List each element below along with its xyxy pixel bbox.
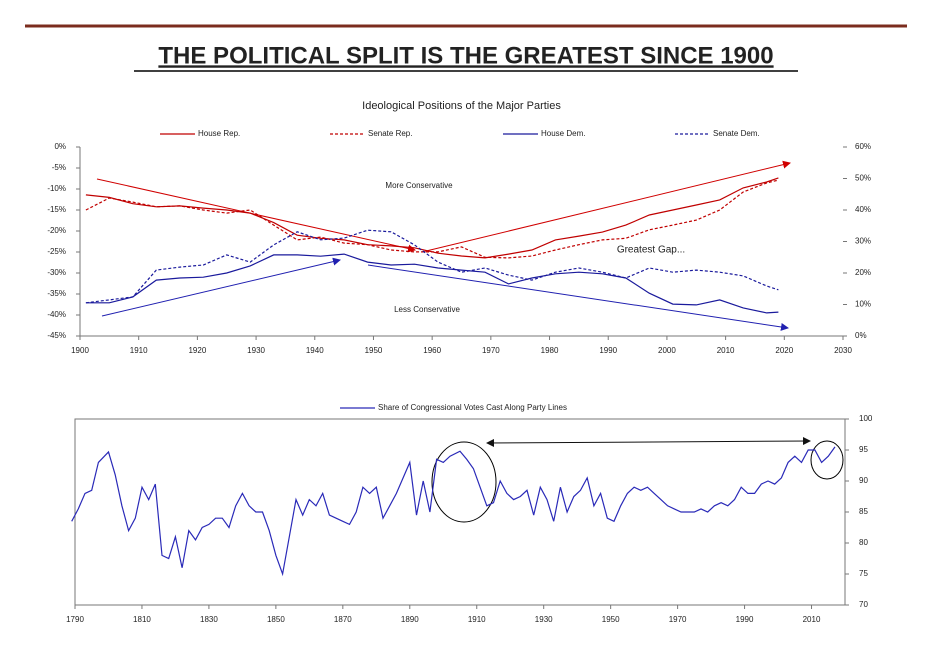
- y-tick-label: -45%: [47, 331, 66, 340]
- trend-arrow: [101, 257, 341, 317]
- legend-label: Senate Dem.: [713, 129, 760, 138]
- x-tick-label: 1930: [247, 346, 265, 355]
- y-tick-label: -25%: [47, 247, 66, 256]
- y-tick-label: 70: [859, 600, 868, 609]
- trend-arrow: [421, 160, 791, 253]
- y-tick-label: 0%: [54, 142, 66, 151]
- y2-tick-label: 40%: [855, 205, 871, 214]
- y-tick-label: 75: [859, 569, 868, 578]
- x-tick-label: 1830: [200, 615, 218, 624]
- x-tick-label: 1970: [482, 346, 500, 355]
- x-tick-label: 2010: [717, 346, 735, 355]
- highlight-circle: [431, 441, 497, 523]
- y2-tick-label: 50%: [855, 174, 871, 183]
- y-tick-label: 90: [859, 476, 868, 485]
- legend-label: House Rep.: [198, 129, 240, 138]
- x-tick-label: 2020: [775, 346, 793, 355]
- series-line: [85, 177, 779, 259]
- y-tick-label: -10%: [47, 184, 66, 193]
- y-tick-label: 85: [859, 507, 868, 516]
- y-tick-label: -5%: [52, 163, 66, 172]
- x-tick-label: 1990: [736, 615, 754, 624]
- y-tick-label: -15%: [47, 205, 66, 214]
- series-line: [71, 446, 836, 577]
- x-tick-label: 1980: [541, 346, 559, 355]
- x-tick-label: 1850: [267, 615, 285, 624]
- highlight-circle: [810, 440, 844, 480]
- y2-tick-label: 10%: [855, 300, 871, 309]
- x-tick-label: 2010: [803, 615, 821, 624]
- trend-arrow: [96, 178, 416, 253]
- page-title: THE POLITICAL SPLIT IS THE GREATEST SINC…: [158, 42, 773, 69]
- trend-arrow: [367, 264, 789, 331]
- x-tick-label: 1960: [423, 346, 441, 355]
- y-tick-label: 95: [859, 445, 868, 454]
- series-line: [85, 179, 779, 259]
- x-tick-label: 1950: [365, 346, 383, 355]
- chart-title: Ideological Positions of the Major Parti…: [362, 100, 561, 112]
- y-tick-label: 100: [859, 414, 873, 423]
- x-tick-label: 1940: [306, 346, 324, 355]
- x-tick-label: 1950: [602, 615, 620, 624]
- y2-tick-label: 30%: [855, 237, 871, 246]
- x-tick-label: 1930: [535, 615, 553, 624]
- y2-tick-label: 20%: [855, 268, 871, 277]
- y-tick-label: 80: [859, 538, 868, 547]
- x-tick-label: 1990: [599, 346, 617, 355]
- x-tick-label: 2000: [658, 346, 676, 355]
- annotation: Greatest Gap...: [617, 245, 685, 256]
- x-tick-label: 1920: [188, 346, 206, 355]
- legend-label: Share of Congressional Votes Cast Along …: [378, 403, 567, 412]
- y-tick-label: -35%: [47, 289, 66, 298]
- series-line: [85, 229, 779, 304]
- y-tick-label: -30%: [47, 268, 66, 277]
- x-tick-label: 1970: [669, 615, 687, 624]
- y-tick-label: -40%: [47, 310, 66, 319]
- span-arrow: [486, 437, 811, 447]
- annotation: Less Conservative: [394, 305, 460, 314]
- y-tick-label: -20%: [47, 226, 66, 235]
- y2-tick-label: 0%: [855, 331, 867, 340]
- x-tick-label: 1870: [334, 615, 352, 624]
- legend-label: House Dem.: [541, 129, 585, 138]
- x-tick-label: 1900: [71, 346, 89, 355]
- x-tick-label: 1890: [401, 615, 419, 624]
- x-tick-label: 1790: [66, 615, 84, 624]
- x-tick-label: 2030: [834, 346, 852, 355]
- x-tick-label: 1810: [133, 615, 151, 624]
- series-line: [85, 253, 779, 314]
- x-tick-label: 1910: [130, 346, 148, 355]
- annotation: More Conservative: [385, 181, 453, 190]
- y2-tick-label: 60%: [855, 142, 871, 151]
- legend-label: Senate Rep.: [368, 129, 412, 138]
- x-tick-label: 1910: [468, 615, 486, 624]
